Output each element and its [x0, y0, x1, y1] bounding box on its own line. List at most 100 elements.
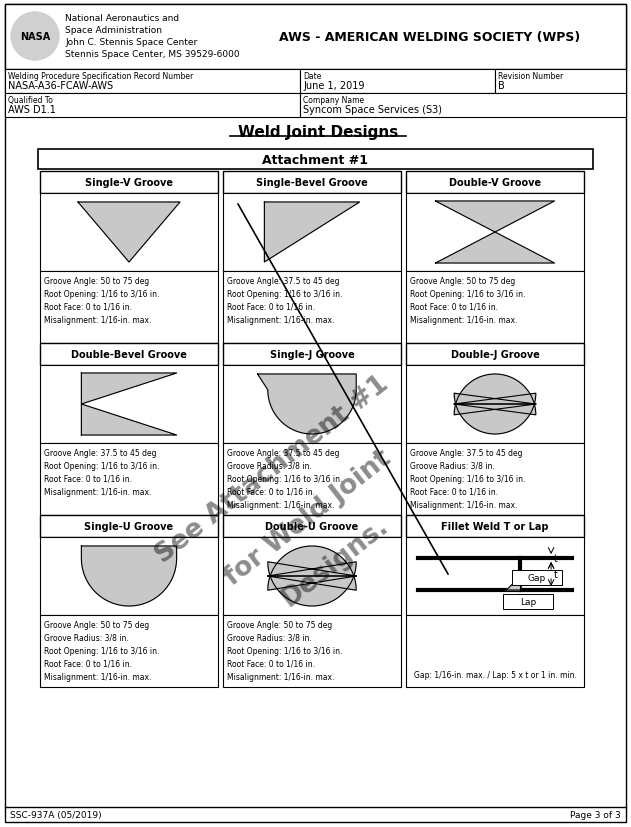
Text: Attachment #1: Attachment #1 — [262, 153, 368, 166]
Bar — [38, 150, 593, 170]
Text: B: B — [498, 81, 505, 91]
Bar — [495, 70, 626, 94]
Bar — [5, 5, 626, 70]
Text: Root Face: 0 to 1/16 in.: Root Face: 0 to 1/16 in. — [44, 303, 132, 312]
Bar — [223, 272, 401, 343]
Bar — [406, 172, 584, 194]
Bar — [223, 343, 401, 366]
Text: Groove Angle: 37.5 to 45 deg: Groove Angle: 37.5 to 45 deg — [410, 448, 522, 457]
Text: Gap: 1/16-in. max. / Lap: 5 x t or 1 in. min.: Gap: 1/16-in. max. / Lap: 5 x t or 1 in.… — [413, 670, 577, 679]
Text: Groove Radius: 3/8 in.: Groove Radius: 3/8 in. — [227, 461, 312, 471]
Text: Single-J Groove: Single-J Groove — [269, 350, 355, 360]
Text: Misalignment: 1/16-in. max.: Misalignment: 1/16-in. max. — [227, 672, 334, 681]
Text: National Aeronautics and: National Aeronautics and — [65, 14, 179, 23]
Text: Root Opening: 1/16 to 3/16 in.: Root Opening: 1/16 to 3/16 in. — [410, 289, 526, 299]
Bar — [406, 272, 584, 343]
Text: Welding Procedure Specification Record Number: Welding Procedure Specification Record N… — [8, 72, 193, 81]
Text: Misalignment: 1/16-in. max.: Misalignment: 1/16-in. max. — [44, 672, 151, 681]
Bar — [223, 366, 401, 443]
Text: AWS - AMERICAN WELDING SOCIETY (WPS): AWS - AMERICAN WELDING SOCIETY (WPS) — [280, 31, 581, 44]
Circle shape — [11, 13, 59, 61]
Bar — [300, 70, 495, 94]
Bar — [5, 70, 300, 94]
Text: for Weld Joint: for Weld Joint — [220, 445, 396, 590]
Text: June 1, 2019: June 1, 2019 — [303, 81, 365, 91]
Text: Groove Angle: 50 to 75 deg: Groove Angle: 50 to 75 deg — [227, 620, 333, 629]
Text: Double-J Groove: Double-J Groove — [451, 350, 540, 360]
Text: Root Face: 0 to 1/16 in.: Root Face: 0 to 1/16 in. — [227, 303, 315, 312]
Bar — [40, 194, 218, 272]
Text: Page 3 of 3: Page 3 of 3 — [570, 810, 621, 820]
Bar — [406, 515, 584, 538]
Text: Double-Bevel Groove: Double-Bevel Groove — [71, 350, 187, 360]
Bar — [512, 571, 562, 586]
Polygon shape — [435, 232, 555, 264]
Bar — [223, 194, 401, 272]
Text: Gap: Gap — [528, 573, 546, 582]
Text: See Attachment #1: See Attachment #1 — [150, 370, 394, 568]
Text: SSC-937A (05/2019): SSC-937A (05/2019) — [10, 810, 102, 820]
Text: Double-U Groove: Double-U Groove — [266, 521, 358, 532]
Text: Misalignment: 1/16-in. max.: Misalignment: 1/16-in. max. — [227, 500, 334, 509]
Text: Double-V Groove: Double-V Groove — [449, 178, 541, 188]
Text: Root Opening: 1/16 to 3/16 in.: Root Opening: 1/16 to 3/16 in. — [227, 289, 343, 299]
Polygon shape — [507, 576, 521, 590]
Text: Root Face: 0 to 1/16 in.: Root Face: 0 to 1/16 in. — [410, 487, 498, 496]
Bar — [406, 615, 584, 687]
Text: Weld Joint Designs: Weld Joint Designs — [238, 124, 398, 139]
Text: Root Face: 0 to 1/16 in.: Root Face: 0 to 1/16 in. — [227, 659, 315, 668]
Text: Root Opening: 1/16 to 3/16 in.: Root Opening: 1/16 to 3/16 in. — [44, 461, 160, 471]
Text: NASA: NASA — [20, 32, 50, 42]
Text: Groove Radius: 3/8 in.: Groove Radius: 3/8 in. — [227, 633, 312, 643]
Polygon shape — [435, 202, 555, 232]
Polygon shape — [257, 375, 357, 434]
Text: t: t — [554, 569, 558, 579]
Text: John C. Stennis Space Center: John C. Stennis Space Center — [65, 38, 198, 47]
Bar — [40, 443, 218, 515]
Text: Groove Angle: 50 to 75 deg: Groove Angle: 50 to 75 deg — [410, 277, 516, 285]
Text: Root Face: 0 to 1/16 in.: Root Face: 0 to 1/16 in. — [410, 303, 498, 312]
Text: Syncom Space Services (S3): Syncom Space Services (S3) — [303, 105, 442, 115]
Bar — [40, 272, 218, 343]
Text: Revision Number: Revision Number — [498, 72, 563, 81]
Bar — [406, 538, 584, 615]
Polygon shape — [78, 203, 180, 263]
Text: Root Opening: 1/16 to 3/16 in.: Root Opening: 1/16 to 3/16 in. — [44, 646, 160, 655]
Text: Root Opening: 1/16 to 3/16 in.: Root Opening: 1/16 to 3/16 in. — [44, 289, 160, 299]
Text: Misalignment: 1/16-in. max.: Misalignment: 1/16-in. max. — [44, 487, 151, 496]
Bar — [223, 443, 401, 515]
Bar — [40, 343, 218, 366]
Text: Company Name: Company Name — [303, 96, 364, 105]
Text: Root Opening: 1/16 to 3/16 in.: Root Opening: 1/16 to 3/16 in. — [227, 646, 343, 655]
Text: Lap: Lap — [521, 597, 536, 606]
Bar — [40, 172, 218, 194]
Polygon shape — [81, 547, 177, 606]
Text: Designs.: Designs. — [276, 512, 394, 611]
Text: Single-U Groove: Single-U Groove — [85, 521, 174, 532]
Bar — [5, 94, 300, 118]
Text: Groove Angle: 50 to 75 deg: Groove Angle: 50 to 75 deg — [44, 620, 150, 629]
Bar — [406, 443, 584, 515]
Text: Root Face: 0 to 1/16 in.: Root Face: 0 to 1/16 in. — [44, 659, 132, 668]
Text: Groove Angle: 37.5 to 45 deg: Groove Angle: 37.5 to 45 deg — [227, 277, 339, 285]
Text: Root Face: 0 to 1/16 in.: Root Face: 0 to 1/16 in. — [227, 487, 315, 496]
Bar — [406, 343, 584, 366]
Bar — [300, 94, 626, 118]
Text: Groove Radius: 3/8 in.: Groove Radius: 3/8 in. — [44, 633, 129, 643]
Text: Single-V Groove: Single-V Groove — [85, 178, 173, 188]
Polygon shape — [264, 203, 360, 263]
Polygon shape — [268, 547, 357, 590]
Text: Date: Date — [303, 72, 321, 81]
Bar — [406, 194, 584, 272]
Text: NASA-A36-FCAW-AWS: NASA-A36-FCAW-AWS — [8, 81, 113, 91]
Text: Root Face: 0 to 1/16 in.: Root Face: 0 to 1/16 in. — [44, 475, 132, 484]
Text: Groove Angle: 50 to 75 deg: Groove Angle: 50 to 75 deg — [44, 277, 150, 285]
Polygon shape — [454, 394, 536, 434]
Bar — [40, 538, 218, 615]
Bar — [40, 515, 218, 538]
Text: Single-Bevel Groove: Single-Bevel Groove — [256, 178, 368, 188]
Bar — [504, 595, 553, 609]
Bar — [223, 172, 401, 194]
Text: Groove Angle: 37.5 to 45 deg: Groove Angle: 37.5 to 45 deg — [227, 448, 339, 457]
Bar — [223, 515, 401, 538]
